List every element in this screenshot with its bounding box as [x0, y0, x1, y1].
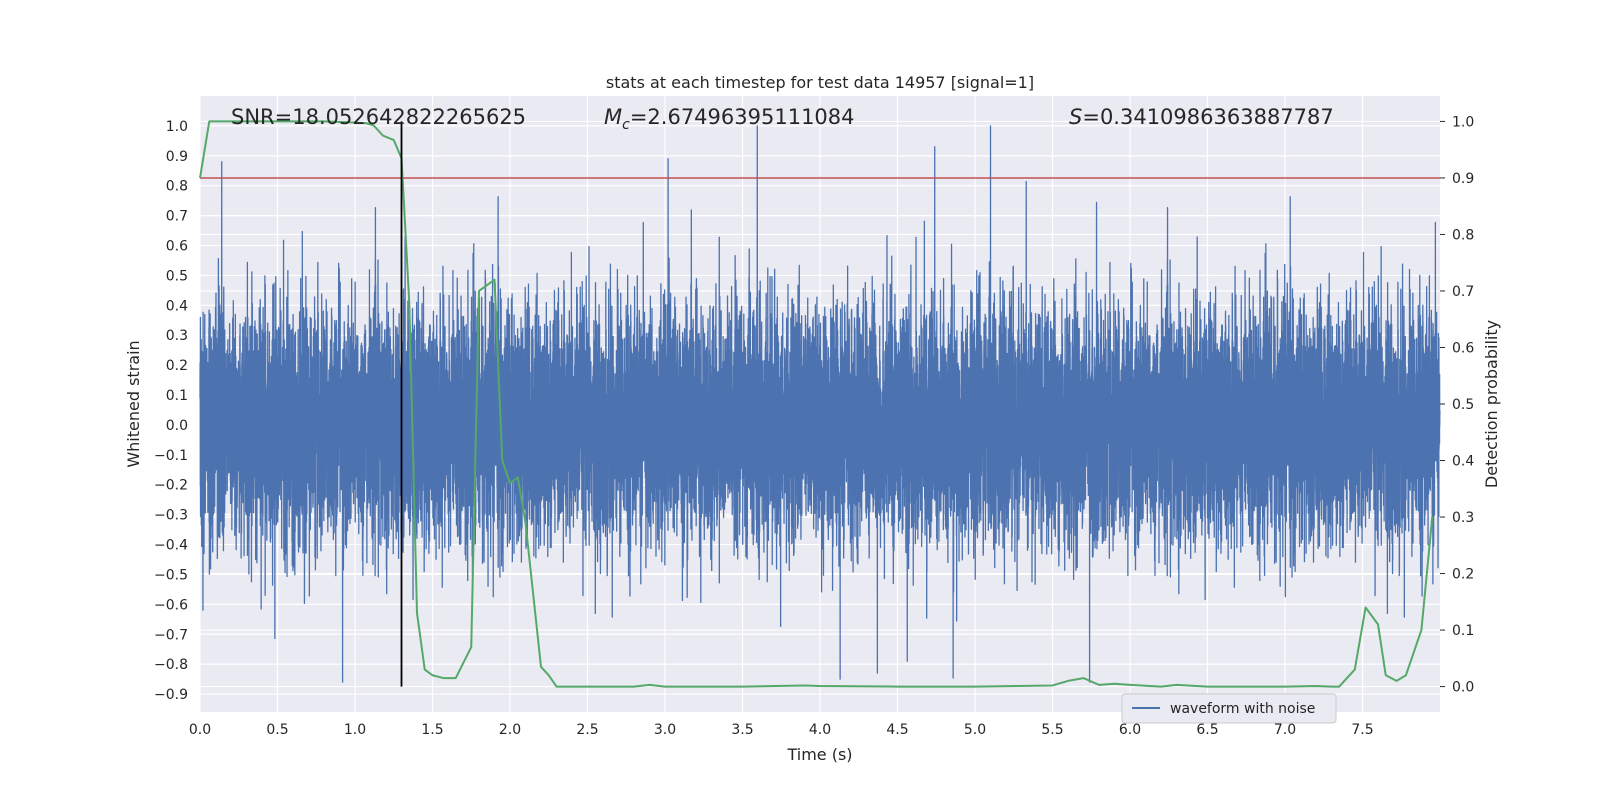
y-tick-label: 0.6: [166, 239, 188, 255]
y-tick-label-right: 1.0: [1452, 114, 1474, 130]
detection-probability-line: [199, 120, 1434, 688]
y-tick-label: 0.5: [166, 268, 188, 284]
x-tick-label: 5.0: [964, 722, 986, 738]
x-tick-label: 0.0: [189, 722, 211, 738]
s-value: =0.3410986363887787: [1082, 105, 1333, 129]
y-tick-label: 1.0: [166, 119, 188, 135]
y-tick-label-right: 0.2: [1452, 567, 1474, 583]
y-tick-label: −0.5: [154, 567, 188, 583]
chirp-mass-annotation: Mc=2.67496395111084: [604, 105, 855, 133]
y-tick-label: 0.3: [166, 328, 188, 344]
y-tick-label-right: 0.5: [1452, 397, 1474, 413]
chart-title: stats at each timestep for test data 149…: [606, 73, 1034, 92]
x-tick-label: 2.0: [499, 722, 521, 738]
s-annotation: S=0.3410986363887787: [1069, 105, 1334, 129]
x-tick-label: 4.0: [809, 722, 831, 738]
legend-box: [1121, 693, 1337, 724]
y-tick-label: −0.9: [154, 687, 188, 703]
y-tick-label: −0.8: [154, 657, 188, 673]
x-axis-label: Time (s): [786, 745, 852, 764]
y-axis-label-right: Detection probability: [1482, 320, 1501, 488]
y-tick-label: 0.2: [166, 358, 188, 374]
chirp-mass-value: =2.67496395111084: [630, 105, 855, 129]
legend-label: waveform with noise: [1170, 701, 1315, 717]
y-tick-label-right: 0.9: [1452, 171, 1474, 187]
y-tick-label: −0.4: [154, 538, 188, 554]
overlay-layer: [199, 120, 1440, 688]
x-tick-label: 1.0: [344, 722, 366, 738]
waveform-series: [199, 125, 1441, 683]
x-tick-label: 7.0: [1274, 722, 1296, 738]
y-tick-label-right: 0.0: [1452, 680, 1474, 696]
y-tick-label: 0.9: [166, 149, 188, 165]
y-tick-label-right: 0.7: [1452, 284, 1474, 300]
y-tick-label-right: 0.3: [1452, 510, 1474, 526]
y-tick-label: 0.1: [166, 388, 188, 404]
chirp-mass-symbol: M: [604, 105, 622, 129]
x-tick-label: 6.5: [1196, 722, 1218, 738]
y-axis-label: Whitened strain: [124, 340, 143, 467]
s-symbol: S: [1069, 105, 1082, 129]
y-tick-label: 0.4: [166, 298, 188, 314]
x-tick-label: 0.5: [266, 722, 288, 738]
legend: waveform with noise: [1121, 693, 1337, 724]
y-tick-label: 0.8: [166, 179, 188, 195]
y-tick-label: −0.3: [154, 508, 188, 524]
chirp-mass-subscript: c: [622, 117, 630, 133]
x-tick-label: 1.5: [421, 722, 443, 738]
waveform-line: [199, 125, 1441, 683]
x-tick-label: 5.5: [1041, 722, 1063, 738]
y-tick-label-right: 0.6: [1452, 340, 1474, 356]
x-tick-label: 4.5: [886, 722, 908, 738]
y-tick-label-right: 0.4: [1452, 454, 1474, 470]
x-tick-label: 7.5: [1351, 722, 1373, 738]
y-tick-label: 0.0: [166, 418, 188, 434]
y-tick-label: −0.1: [154, 448, 188, 464]
tick-layer: 0.0 0.5 1.0 1.5 2.0 2.5 3.0 3.5 4.0 4.5 5.0 5.5 6.0 6…: [154, 114, 1474, 738]
x-tick-label: 6.0: [1119, 722, 1141, 738]
x-tick-label: 3.0: [654, 722, 676, 738]
y-tick-label-right: 0.8: [1452, 227, 1474, 243]
y-tick-label: −0.6: [154, 597, 188, 613]
y-tick-label-right: 0.1: [1452, 623, 1474, 639]
x-tick-label: 3.5: [731, 722, 753, 738]
y-tick-label: 0.7: [166, 209, 188, 225]
x-tick-label: 2.5: [576, 722, 598, 738]
y-tick-label: −0.7: [154, 627, 188, 643]
snr-annotation: SNR=18.052642822265625: [231, 105, 526, 129]
y-tick-label: −0.2: [154, 478, 188, 494]
